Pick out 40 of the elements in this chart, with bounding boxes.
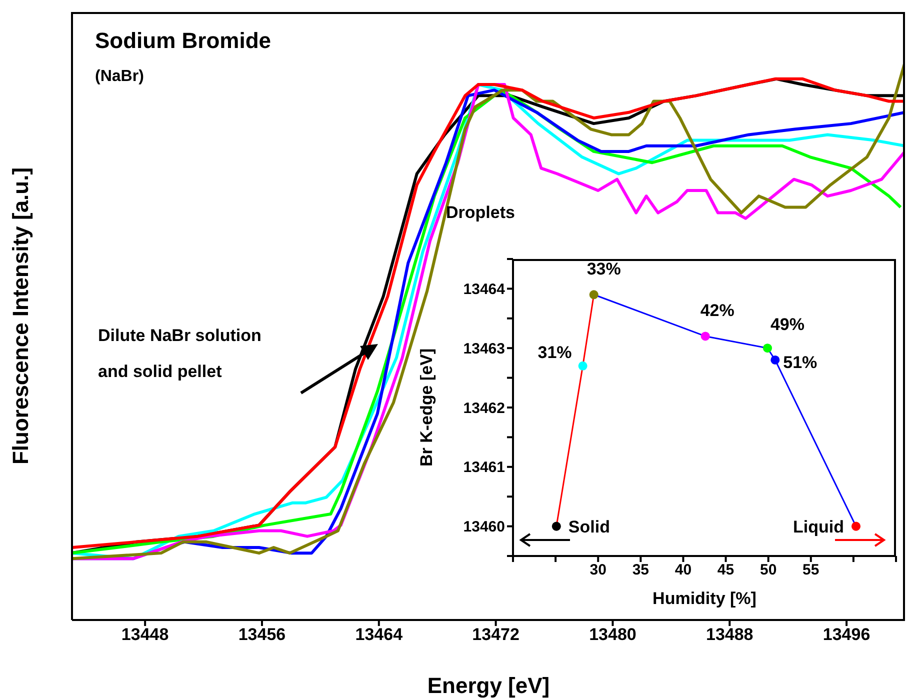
point: [552, 522, 561, 531]
chart-subtitle: (NaBr): [95, 68, 144, 86]
y-tick-label: 13461: [463, 459, 505, 476]
x-tick-label: 13456: [238, 625, 286, 644]
point: [700, 332, 710, 341]
annotation: 33%: [586, 260, 621, 279]
annotation: 49%: [770, 315, 804, 334]
point: [589, 290, 598, 300]
point: [762, 344, 772, 353]
x-tick-label: 13480: [589, 625, 636, 644]
x-tick-label: 13496: [822, 625, 870, 644]
y-axis-title: Fluorescence Intensity [a.u.]: [8, 167, 33, 465]
annotation: Droplets: [446, 203, 515, 223]
annotation: 42%: [700, 301, 734, 320]
annotation: Dilute NaBr solution and solid pellet: [98, 325, 262, 383]
x-tick-label: 13472: [472, 625, 520, 644]
point: [578, 361, 588, 370]
x-tick-label: 55: [802, 562, 820, 579]
x-tick-label: 30: [590, 562, 606, 579]
y-tick-label: 13460: [463, 518, 505, 536]
y-tick-label: 13462: [463, 400, 505, 417]
y-axis-title: Br K-edge [eV]: [417, 348, 436, 467]
x-tick-label: 13488: [706, 625, 754, 644]
annotation: 51%: [783, 352, 818, 372]
x-tick-label: 13464: [355, 625, 404, 644]
point: [770, 355, 780, 364]
x-tick-label: 50: [760, 562, 777, 579]
annotation: Solid: [568, 517, 610, 536]
y-tick-label: 13463: [463, 340, 505, 358]
y-tick-label: 13464: [463, 281, 506, 298]
x-tick-label: 40: [674, 562, 692, 579]
x-axis-title: Energy [eV]: [427, 673, 550, 698]
annotation: 31%: [538, 342, 572, 362]
annotation: Liquid: [793, 517, 844, 536]
x-tick-label: 35: [632, 562, 650, 579]
point: [851, 522, 861, 531]
chart-title: Sodium Bromide: [95, 28, 272, 54]
x-tick-label: 13448: [121, 625, 169, 644]
x-tick-label: 45: [717, 562, 734, 579]
x-axis-title: Humidity [%]: [652, 589, 756, 608]
